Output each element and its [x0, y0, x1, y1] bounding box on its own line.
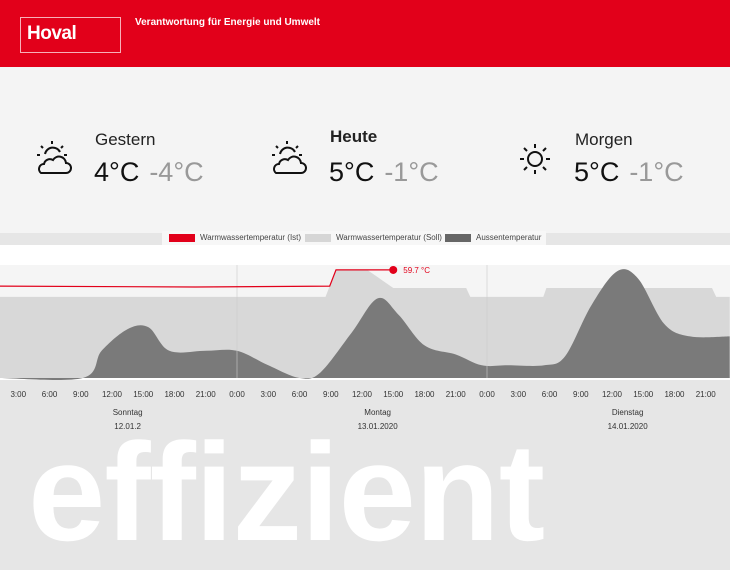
x-tick-label: 9:00 [72, 390, 89, 399]
x-tick-label: 21:00 [195, 390, 216, 399]
weather-forecast: Gestern 4°C -4°C Heute 5°C -1°C Morgen 5°C… [0, 67, 730, 233]
x-tick-label: 6:00 [41, 390, 58, 399]
temp-high: 5°C [329, 157, 375, 187]
sun-behind-cloud-icon [37, 141, 72, 174]
legend-label: Aussentemperatur [476, 233, 542, 242]
legend-label: Warmwassertemperatur (Soll) [336, 233, 442, 242]
x-tick-label: 6:00 [291, 390, 308, 399]
series-ist-last-point[interactable] [389, 265, 398, 274]
legend-swatch [169, 233, 195, 242]
x-tick-label: 21:00 [445, 390, 466, 399]
watermark-effizient: effizient [28, 415, 545, 570]
day-temps: 4°C -4°C [94, 157, 204, 188]
temp-high: 5°C [574, 157, 620, 187]
temp-low: -1°C [384, 157, 439, 187]
x-axis: 3:00 6:00 9:00 12:00 15:00 18:00 21:00 0:00 3:00… [0, 380, 730, 436]
x-tick-label: 15:00 [133, 390, 154, 399]
x-tick-label: 21:00 [695, 390, 716, 399]
day-date-label: 12.01.2 [114, 422, 141, 431]
x-tick-label: 18:00 [664, 390, 685, 399]
x-tick-label: 12:00 [351, 390, 373, 399]
day-name: Morgen [575, 130, 633, 149]
day-name-label: Dienstag [611, 408, 644, 417]
chart-legend: Warmwassertemperatur (Ist) Warmwassertem… [162, 231, 546, 245]
x-tick-label: 9:00 [322, 390, 339, 399]
series-ist-line [0, 269, 394, 288]
x-tick-label: 3:00 [510, 390, 527, 399]
x-tick-label: 15:00 [383, 390, 404, 399]
sun-icon [520, 144, 550, 174]
x-tick-label: 9:00 [572, 390, 589, 399]
legend-swatch [305, 233, 331, 242]
last-value-label: 59.7 °C [403, 266, 430, 275]
x-tick-label: 6:00 [541, 390, 558, 399]
sun-behind-cloud-icon [272, 141, 307, 174]
x-tick-label: 3:00 [260, 390, 277, 399]
legend-label: Warmwassertemperatur (Ist) [200, 233, 302, 242]
temp-low: -4°C [149, 157, 204, 187]
legend-item-ist[interactable]: Warmwassertemperatur (Ist) [169, 233, 301, 242]
logo-text: Hoval [27, 23, 77, 44]
header: Hoval Verantwortung für Energie und Umwe… [0, 0, 730, 67]
tagline: Verantwortung für Energie und Umwelt [135, 17, 321, 28]
day-name-label: Sonntag [112, 408, 143, 417]
temp-low: -1°C [629, 157, 684, 187]
temperature-chart: 59.7 °C [0, 245, 730, 380]
temp-high: 4°C [94, 157, 140, 187]
x-tick-label: 18:00 [414, 390, 435, 399]
x-tick-label: 0:00 [229, 390, 245, 399]
legend-item-aussen[interactable]: Aussentemperatur [445, 233, 541, 242]
legend-item-soll[interactable]: Warmwassertemperatur (Soll) [305, 233, 442, 242]
hoval-logo[interactable]: Hoval [20, 17, 121, 53]
day-name-label: Montag [364, 408, 391, 417]
x-tick-label: 12:00 [601, 390, 623, 399]
x-tick-label: 15:00 [633, 390, 654, 399]
x-tick-label: 0:00 [479, 390, 495, 399]
x-tick-label: 12:00 [101, 390, 123, 399]
day-temps: 5°C -1°C [329, 157, 439, 188]
series-aussen-area [0, 269, 730, 380]
legend-swatch [445, 233, 471, 242]
x-tick-label: 18:00 [164, 390, 185, 399]
day-name: Gestern [95, 130, 156, 149]
day-name: Heute [330, 127, 378, 146]
day-date-label: 13.01.2020 [357, 422, 398, 431]
day-date-label: 14.01.2020 [607, 422, 648, 431]
x-tick-label: 3:00 [10, 390, 27, 399]
day-temps: 5°C -1°C [574, 157, 684, 188]
